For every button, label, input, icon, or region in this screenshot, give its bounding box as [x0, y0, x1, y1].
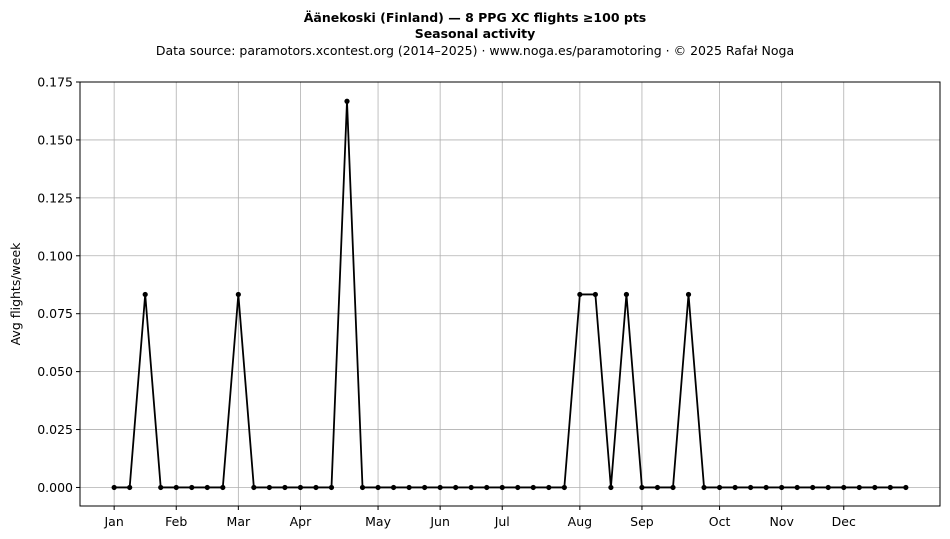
data-point — [887, 484, 893, 491]
data-point — [437, 484, 443, 491]
x-tick-label: Sep — [630, 514, 654, 529]
data-point — [763, 484, 769, 491]
data-point — [344, 98, 350, 104]
data-point — [546, 484, 552, 491]
data-point — [375, 484, 381, 491]
data-point — [872, 484, 878, 491]
data-point — [406, 484, 412, 491]
data-point — [810, 484, 816, 491]
data-point — [701, 484, 707, 491]
chart-title: Äänekoski (Finland) — 8 PPG XC flights ≥… — [303, 10, 647, 25]
data-point — [204, 484, 210, 491]
chart-subtitle: Seasonal activity — [414, 26, 536, 41]
data-point — [608, 484, 614, 491]
data-point — [825, 484, 831, 491]
data-source-note: Data source: paramotors.xcontest.org (20… — [155, 43, 795, 58]
data-point — [779, 484, 785, 491]
data-point — [127, 484, 133, 491]
data-point — [654, 484, 661, 491]
data-point — [794, 484, 800, 491]
data-point — [453, 484, 459, 491]
x-tick-label: Oct — [709, 514, 731, 529]
data-point — [530, 484, 536, 491]
data-point — [732, 484, 738, 491]
y-axis-label: Avg flights/week — [8, 242, 23, 346]
data-point — [623, 291, 630, 298]
y-tick-label: 0.150 — [37, 132, 73, 147]
x-tick-label: Jan — [104, 514, 124, 529]
x-tick-label: Dec — [832, 514, 856, 529]
data-point — [422, 484, 428, 491]
plot-frame — [79, 81, 941, 507]
data-point — [328, 484, 335, 491]
data-point — [235, 291, 241, 298]
data-point — [189, 484, 195, 491]
series-line — [114, 100, 906, 489]
x-tick-label: Aug — [568, 514, 592, 529]
data-point — [685, 291, 692, 298]
data-point — [484, 484, 490, 491]
data-point — [266, 484, 272, 491]
grid — [80, 81, 940, 506]
x-tick-label: Nov — [769, 514, 794, 529]
data-point — [158, 484, 164, 491]
data-point — [515, 484, 521, 491]
data-point — [390, 484, 397, 491]
y-tick-label: 0.050 — [37, 364, 73, 379]
y-tick-label: 0.100 — [37, 248, 73, 263]
data-point — [577, 291, 583, 298]
data-point — [251, 484, 257, 491]
x-tick-label: Apr — [290, 514, 312, 529]
y-tick-label: 0.025 — [37, 422, 73, 437]
data-point — [841, 484, 847, 491]
y-tick-label: 0.075 — [37, 306, 73, 321]
y-axis-ticks: 0.000 0.025 0.050 0.075 0.100 0.125 0.150 0.175 — [37, 75, 80, 495]
data-point — [592, 291, 598, 298]
data-point — [716, 484, 723, 491]
x-tick-label: Jun — [429, 514, 450, 529]
data-point — [639, 484, 645, 491]
data-point — [282, 484, 288, 491]
y-tick-label: 0.175 — [37, 75, 73, 90]
data-point — [173, 484, 179, 491]
data-point — [468, 484, 474, 491]
x-tick-label: Feb — [165, 514, 187, 529]
x-tick-label: Jul — [494, 514, 510, 529]
x-axis-ticks: Jan Feb Mar Apr May Jun Jul Aug Sep Oct Nov Dec — [104, 506, 856, 529]
data-point — [856, 484, 862, 491]
data-point — [670, 484, 676, 491]
data-point — [142, 291, 148, 298]
y-tick-label: 0.000 — [37, 480, 73, 495]
y-tick-label: 0.125 — [37, 190, 73, 205]
data-point — [748, 484, 754, 491]
data-point — [111, 484, 117, 491]
data-point — [220, 484, 226, 491]
data-point — [561, 484, 567, 491]
x-tick-label: Mar — [227, 514, 251, 529]
data-point — [297, 484, 304, 491]
data-point — [313, 484, 319, 491]
series-points — [111, 98, 909, 491]
data-point — [903, 484, 909, 491]
x-tick-label: May — [365, 514, 391, 529]
data-point — [359, 484, 366, 491]
data-point — [499, 484, 505, 491]
